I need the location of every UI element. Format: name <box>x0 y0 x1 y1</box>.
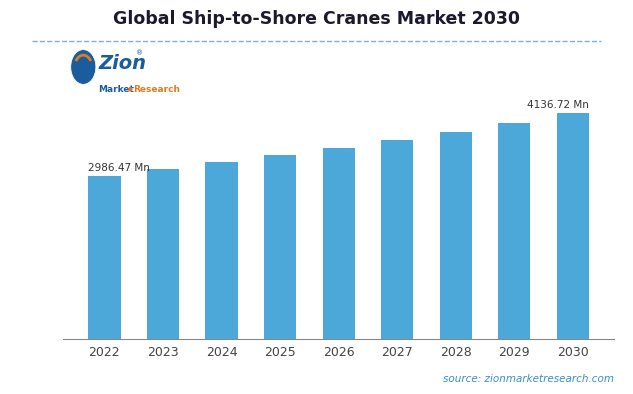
Text: Research: Research <box>134 85 180 93</box>
Bar <box>381 140 413 339</box>
Text: CAGR : 4.11%: CAGR : 4.11% <box>75 365 172 378</box>
Circle shape <box>71 50 96 84</box>
Text: ●: ● <box>128 87 132 91</box>
Bar <box>557 113 589 339</box>
Bar <box>147 169 179 339</box>
Bar <box>323 148 354 339</box>
Bar <box>206 162 237 339</box>
Text: source: zionmarketresearch.com: source: zionmarketresearch.com <box>443 374 614 384</box>
Bar <box>89 176 120 339</box>
Text: ®: ® <box>136 50 144 57</box>
Text: Global Ship-to-Shore Cranes Market 2030: Global Ship-to-Shore Cranes Market 2030 <box>113 10 520 28</box>
Text: Zion: Zion <box>98 54 146 73</box>
Bar <box>498 123 530 339</box>
Bar <box>440 132 472 339</box>
Text: 4136.72 Mn: 4136.72 Mn <box>527 100 589 110</box>
Text: 2986.47 Mn: 2986.47 Mn <box>88 163 150 173</box>
Text: Market: Market <box>98 85 134 93</box>
Bar <box>264 155 296 339</box>
